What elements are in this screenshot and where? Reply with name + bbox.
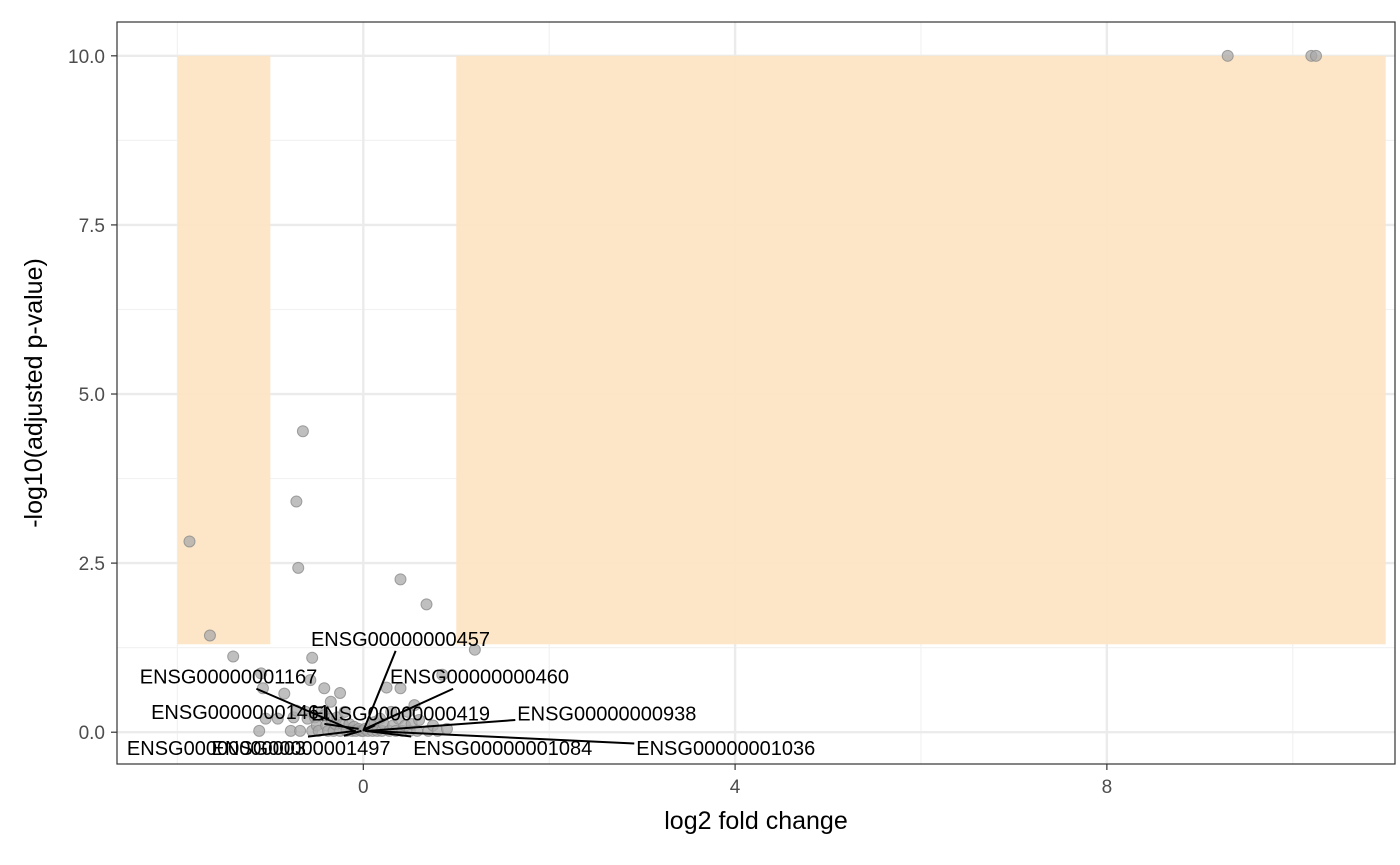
x-tick-label: 4 (730, 777, 741, 798)
gene-label: ENSG00000001084 (413, 738, 592, 760)
data-point (255, 667, 268, 680)
gene-labels: ENSG00000000457 ENSG00000001167 ENSG000000… (127, 629, 815, 760)
data-point (304, 674, 317, 687)
plot-panel: ENSG00000000457 ENSG00000001167 ENSG000000… (116, 21, 1396, 765)
label-leader-line (362, 724, 376, 732)
y-tick-label: 0.0 (79, 723, 105, 744)
label-leader-line (343, 729, 362, 737)
gene-label: ENSG00000001036 (636, 738, 815, 760)
data-point (1221, 49, 1234, 62)
x-axis: 0 4 8 (358, 764, 1112, 798)
data-point (227, 650, 240, 663)
data-point (468, 643, 481, 656)
data-point (278, 687, 291, 700)
y-tick-label: 7.5 (79, 216, 105, 237)
data-point (290, 495, 303, 508)
panel-border (116, 21, 1396, 765)
data-point (413, 714, 426, 727)
x-tick-label: 0 (358, 777, 369, 798)
data-point (296, 425, 309, 438)
label-leader-line (364, 687, 454, 730)
label-leader-line (307, 729, 356, 738)
x-axis-title: log2 fold change (664, 807, 847, 835)
y-tick-label: 5.0 (79, 385, 105, 406)
gene-label: ENSG00000000460 (390, 667, 569, 689)
data-point (324, 695, 337, 708)
y-tick-label: 10.0 (68, 47, 105, 68)
data-point (259, 712, 272, 725)
data-point (292, 561, 305, 574)
gene-label: ENSG00000000457 (311, 629, 490, 651)
y-tick-label: 2.5 (79, 554, 105, 575)
label-leader-line (367, 719, 516, 732)
gene-label: ENSG00000000003 (127, 738, 306, 760)
label-leader-line (367, 729, 635, 745)
data-point (334, 686, 347, 699)
label-leader-line (324, 722, 359, 730)
data-point (1309, 49, 1322, 62)
label-leader-line (255, 687, 355, 732)
data-point (183, 535, 196, 548)
data-point (338, 705, 351, 718)
data-point (420, 598, 433, 611)
gene-label: ENSG00000001461 (151, 702, 330, 724)
data-point (318, 682, 331, 695)
gene-label: ENSG00000000938 (517, 703, 696, 725)
gene-label: ENSG00000000419 (311, 703, 490, 725)
label-leader-line (362, 650, 397, 732)
y-axis-title: -log10(adjusted p-value) (20, 258, 48, 528)
data-point (203, 629, 216, 642)
data-point (394, 573, 407, 586)
highlight-region (456, 55, 1386, 645)
data-point (294, 724, 307, 737)
data-point (271, 712, 284, 725)
label-leader-lines (255, 650, 635, 745)
data-point (394, 682, 407, 695)
gene-label: ENSG00000001167 (140, 667, 318, 689)
gene-label: ENSG00000001497 (212, 738, 391, 760)
data-point (306, 651, 319, 664)
data-point (253, 724, 266, 737)
data-point (436, 668, 449, 681)
highlight-region (177, 55, 271, 645)
x-tick-label: 8 (1102, 777, 1113, 798)
y-axis: 0.0 2.5 5.0 7.5 10.0 (68, 47, 117, 744)
